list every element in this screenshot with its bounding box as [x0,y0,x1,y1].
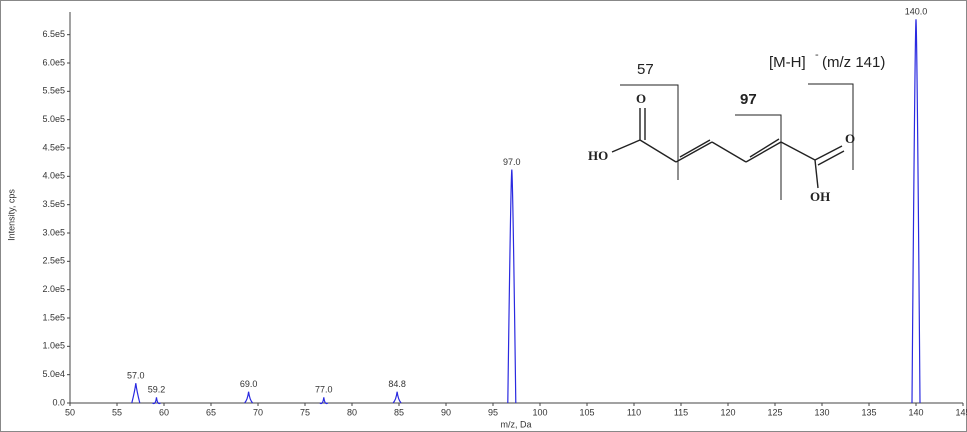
peak-label: 59.2 [148,385,166,395]
y-tick-label: 0.0 [52,397,65,407]
bond-lines [611,108,845,189]
y-tick-label: 4.5e5 [42,142,65,152]
x-axis-title: m/z, Da [500,419,531,429]
x-tick-label: 50 [65,407,75,417]
atom: HO [588,148,608,163]
ion-charge: - [815,49,819,61]
x-tick-label: 120 [720,407,735,417]
x-tick-label: 125 [767,407,782,417]
structure: 57 97 [M-H] - (m/z 141) O HO O OH [588,49,885,204]
ion-note: (m/z 141) [822,54,885,71]
atom: O [636,91,646,106]
y-tick-label: 3.0e5 [42,227,65,237]
fragment-97 [735,114,782,200]
y-tick-label: 6.0e5 [42,57,65,67]
peak [152,397,161,405]
x-tick-label: 130 [814,407,829,417]
peak-label: 84.8 [388,379,406,389]
peak-label: 97.0 [503,157,521,167]
y-tick-label: 3.5e5 [42,199,65,209]
x-tick-label: 60 [159,407,169,417]
fragment-57 [620,84,679,180]
y-tick-label: 5.0e4 [42,369,65,379]
x-tick-label: 55 [112,407,122,417]
x-tick-label: 70 [253,407,263,417]
ion-label: [M-H] [769,54,806,71]
x-tick-label: 135 [861,407,876,417]
y-tick-label: 4.0e5 [42,171,65,181]
x-tick-label: 140 [908,407,923,417]
y-tick-label: 5.0e5 [42,114,65,124]
x-tick-label: 110 [627,407,641,417]
atom: O [845,131,855,146]
y-tick-label: 5.5e5 [42,86,65,96]
peak [244,391,254,404]
x-tick-label: 90 [441,407,451,417]
y-tick-label: 1.5e5 [42,312,65,322]
peak [392,391,402,404]
x-tick-label: 95 [488,407,498,417]
peak-label: 57.0 [127,371,145,381]
x-tick-label: 80 [347,407,357,417]
peak [319,397,329,405]
fragment-ion [808,83,854,170]
fragment-label: 57 [637,61,654,78]
peak-label: 69.0 [240,379,258,389]
x-tick-label: 75 [300,407,310,417]
peak-label: 77.0 [315,385,333,395]
x-tick-label: 100 [532,407,547,417]
peak [911,19,921,404]
y-tick-label: 2.0e5 [42,284,65,294]
y-tick-label: 2.5e5 [42,256,65,266]
x-tick-label: 105 [579,407,594,417]
x-tick-label: 85 [394,407,404,417]
y-tick-label: 6.5e5 [42,29,65,39]
peak [507,169,517,404]
peak-label: 140.0 [905,7,928,17]
y-tick-label: 1.0e5 [42,341,65,351]
x-tick-label: 65 [206,407,216,417]
x-tick-label: 145 [955,407,967,417]
fragment-label: 97 [740,91,757,108]
y-axis-title: Intensity, cps [6,189,16,241]
x-tick-label: 115 [674,407,688,417]
peak [131,383,141,404]
atom: OH [810,189,830,204]
